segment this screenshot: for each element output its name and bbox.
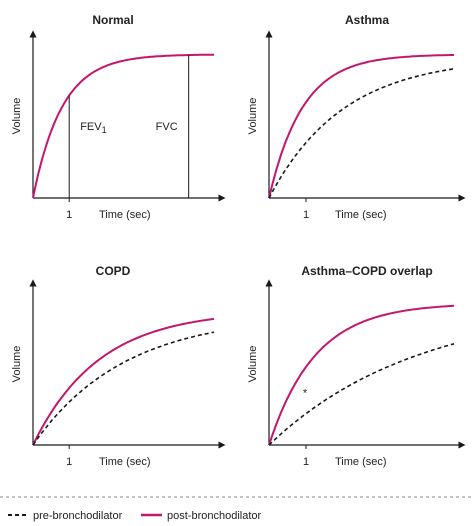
y-axis-label: Volume	[11, 346, 23, 383]
x-axis-label: Time (sec)	[335, 456, 387, 468]
y-axis-label: Volume	[247, 98, 259, 135]
x-axis-label: Time (sec)	[99, 456, 151, 468]
y-axis-label: Volume	[11, 98, 23, 135]
chart-panel-4: Volume 1 Time (sec) *	[247, 279, 466, 468]
chart-title-asthma: Asthma	[345, 13, 389, 27]
legend-label-pre: pre-bronchodilator	[33, 510, 123, 522]
chart-title-overlap: Asthma–COPD overlap	[301, 264, 432, 278]
marker-label-fev: FEV1	[80, 121, 106, 135]
x-tick-label: 1	[303, 456, 309, 468]
x-tick-label: 1	[66, 456, 72, 468]
x-axis-label: Time (sec)	[99, 209, 151, 221]
post-bronchodilator-line	[32, 53, 215, 199]
legend-label-post: post-bronchodilator	[167, 510, 262, 522]
pre-bronchodilator-line	[268, 68, 455, 199]
x-tick-label: 1	[303, 209, 309, 221]
marker-label-fvc: FVC	[156, 121, 178, 133]
x-axis-label: Time (sec)	[335, 209, 387, 221]
x-tick-label: 1	[66, 209, 72, 221]
chart-panel-1: Volume 1 Time (sec) FEV1 FVC	[11, 30, 226, 221]
chart-title-copd: COPD	[96, 264, 131, 278]
post-bronchodilator-line	[268, 54, 454, 199]
y-axis-label: Volume	[247, 346, 259, 383]
panels: Volume 1 Time (sec) FEV1 FVC Volume 1 Time (sec…	[11, 30, 466, 468]
chart-panel-3: Volume 1 Time (sec)	[11, 279, 226, 468]
marker-subscript: 1	[102, 125, 107, 135]
asterisk-annotation: *	[303, 388, 308, 400]
pre-bronchodilator-line	[32, 331, 215, 446]
chart-title-normal: Normal	[92, 13, 133, 27]
chart-panel-2: Volume 1 Time (sec)	[247, 30, 466, 221]
pre-bronchodilator-line	[268, 343, 455, 446]
post-bronchodilator-line	[268, 304, 455, 446]
post-bronchodilator-line	[32, 317, 215, 446]
